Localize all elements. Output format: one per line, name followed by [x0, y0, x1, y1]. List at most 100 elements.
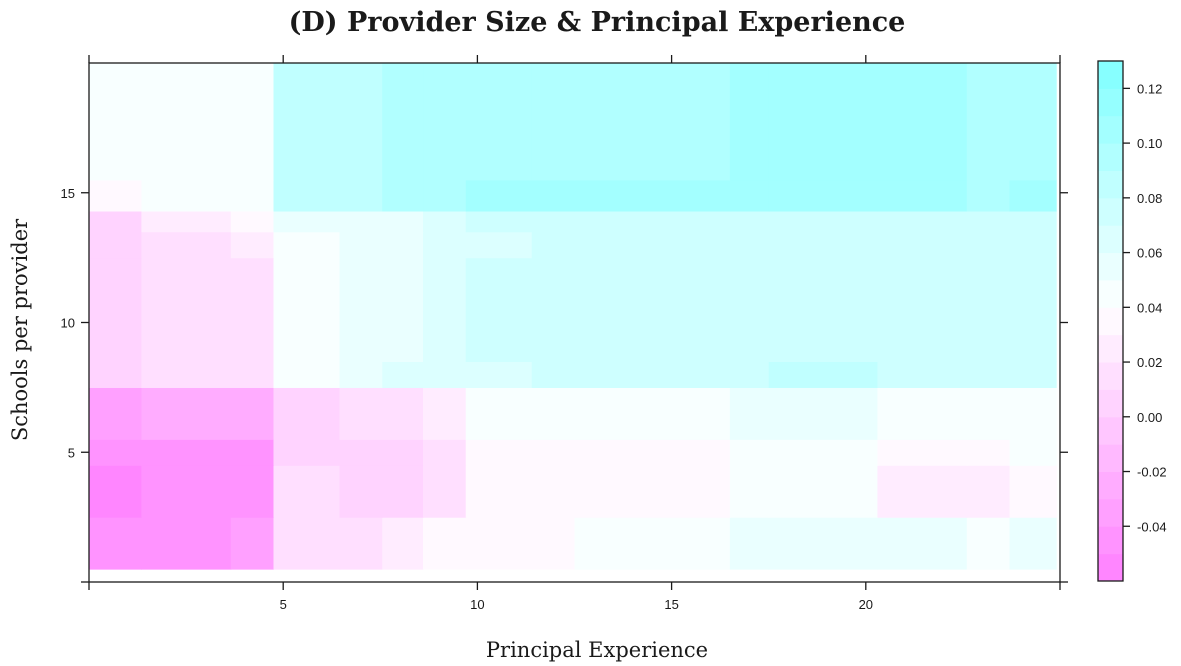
heatmap-cell: [339, 439, 383, 466]
heatmap-cell: [877, 387, 968, 440]
heatmap-cell: [966, 517, 1011, 570]
colorbar-swatch: [1098, 526, 1123, 555]
heatmap-cell: [423, 465, 467, 518]
colorbar-swatch: [1098, 307, 1123, 336]
heatmap-cell: [230, 361, 275, 388]
heatmap-cell: [1009, 231, 1057, 259]
heatmap-cell: [230, 231, 275, 259]
heatmap-cell: [574, 517, 731, 570]
heatmap-cell: [729, 63, 770, 181]
heatmap-cell: [877, 210, 968, 233]
heatmap-cell: [141, 465, 232, 518]
heatmap-cells: [89, 63, 1057, 570]
heatmap-cell: [339, 465, 383, 518]
heatmap-cell: [230, 439, 275, 466]
heatmap-cell: [230, 257, 275, 311]
heatmap-cell: [423, 517, 467, 570]
heatmap-cell: [141, 231, 232, 259]
heatmap-cell: [273, 439, 341, 466]
heatmap-cell: [89, 210, 143, 233]
heatmap-cell: [339, 231, 383, 259]
heatmap-cell: [966, 257, 1011, 311]
heatmap-cell: [465, 179, 533, 212]
heatmap-cell: [141, 63, 232, 181]
heatmap-cell: [574, 63, 731, 181]
heatmap-cell: [141, 210, 232, 233]
heatmap-cell: [465, 231, 533, 259]
heatmap-cell: [382, 63, 424, 181]
heatmap-cell: [141, 257, 232, 311]
heatmap-cell: [339, 387, 383, 440]
heatmap-cell: [423, 439, 467, 466]
heatmap-cell: [768, 179, 879, 212]
heatmap-cell: [729, 179, 770, 212]
heatmap-cell: [966, 179, 1011, 212]
heatmap-cell: [89, 465, 143, 518]
colorbar-swatch: [1098, 225, 1123, 254]
heatmap-cell: [729, 387, 770, 440]
heatmap-cell: [966, 387, 1011, 440]
heatmap-cell: [339, 210, 383, 233]
colorbar-swatch: [1098, 334, 1123, 363]
heatmap-cell: [1009, 361, 1057, 388]
heatmap-cell: [423, 309, 467, 363]
heatmap-cell: [531, 257, 576, 311]
heatmap-cell: [966, 210, 1011, 233]
heatmap-cell: [465, 387, 533, 440]
heatmap-cell: [273, 210, 341, 233]
heatmap-cell: [1009, 309, 1057, 363]
chart-title: (D) Provider Size & Principal Experience: [289, 7, 906, 38]
colorbar-tick-label: 0.10: [1137, 136, 1162, 151]
heatmap-cell: [966, 309, 1011, 363]
heatmap-cell: [768, 387, 879, 440]
heatmap-cell: [531, 517, 576, 570]
heatmap-cell: [531, 210, 576, 233]
colorbar-swatch: [1098, 444, 1123, 473]
heatmap-cell: [877, 465, 968, 518]
heatmap-cell: [574, 210, 731, 233]
x-axis: 5 10 15 20: [88, 55, 1061, 612]
heatmap-cell: [1009, 465, 1057, 518]
heatmap-cell: [339, 517, 383, 570]
colorbar-swatch: [1098, 61, 1123, 89]
heatmap-cell: [230, 210, 275, 233]
heatmap-cell: [877, 231, 968, 259]
heatmap-cell: [966, 231, 1011, 259]
colorbar-swatch: [1098, 88, 1123, 117]
heatmap-cell: [89, 63, 143, 181]
heatmap-cell: [382, 231, 424, 259]
heatmap-cell: [273, 465, 341, 518]
heatmap-cell: [1009, 517, 1057, 570]
heatmap-cell: [574, 309, 731, 363]
x-tick-label: 10: [470, 597, 484, 612]
heatmap-cell: [141, 387, 232, 440]
heatmap-cell: [141, 309, 232, 363]
colorbar: 0.12 0.10 0.08 0.06 0.04 0.02 0.00 -0.02 -0.04: [1097, 60, 1167, 582]
colorbar-swatch: [1098, 389, 1123, 418]
colorbar-tick-label: 0.02: [1137, 355, 1162, 370]
heatmap-cell: [877, 361, 968, 388]
heatmap-cell: [768, 465, 879, 518]
heatmap-cell: [768, 63, 879, 181]
heatmap-cell: [877, 257, 968, 311]
heatmap-cell: [877, 63, 968, 181]
heatmap-cell: [89, 257, 143, 311]
heatmap-cell: [966, 361, 1011, 388]
colorbar-frame: [1097, 60, 1124, 582]
heatmap-cell: [230, 179, 275, 212]
heatmap-cell: [1009, 63, 1057, 181]
heatmap-cell: [89, 439, 143, 466]
colorbar-swatch: [1098, 362, 1123, 390]
heatmap-cell: [877, 517, 968, 570]
y-axis: 5 10 15: [61, 186, 1068, 583]
heatmap-cell: [339, 179, 383, 212]
heatmap-cell: [230, 387, 275, 440]
heatmap-cell: [89, 517, 143, 570]
heatmap-cell: [382, 361, 424, 388]
heatmap-cell: [423, 257, 467, 311]
heatmap-cell: [465, 257, 533, 311]
heatmap-cell: [465, 361, 533, 388]
heatmap-cell: [1009, 257, 1057, 311]
colorbar-tick-label: 0.12: [1137, 81, 1162, 96]
heatmap-cell: [531, 179, 576, 212]
